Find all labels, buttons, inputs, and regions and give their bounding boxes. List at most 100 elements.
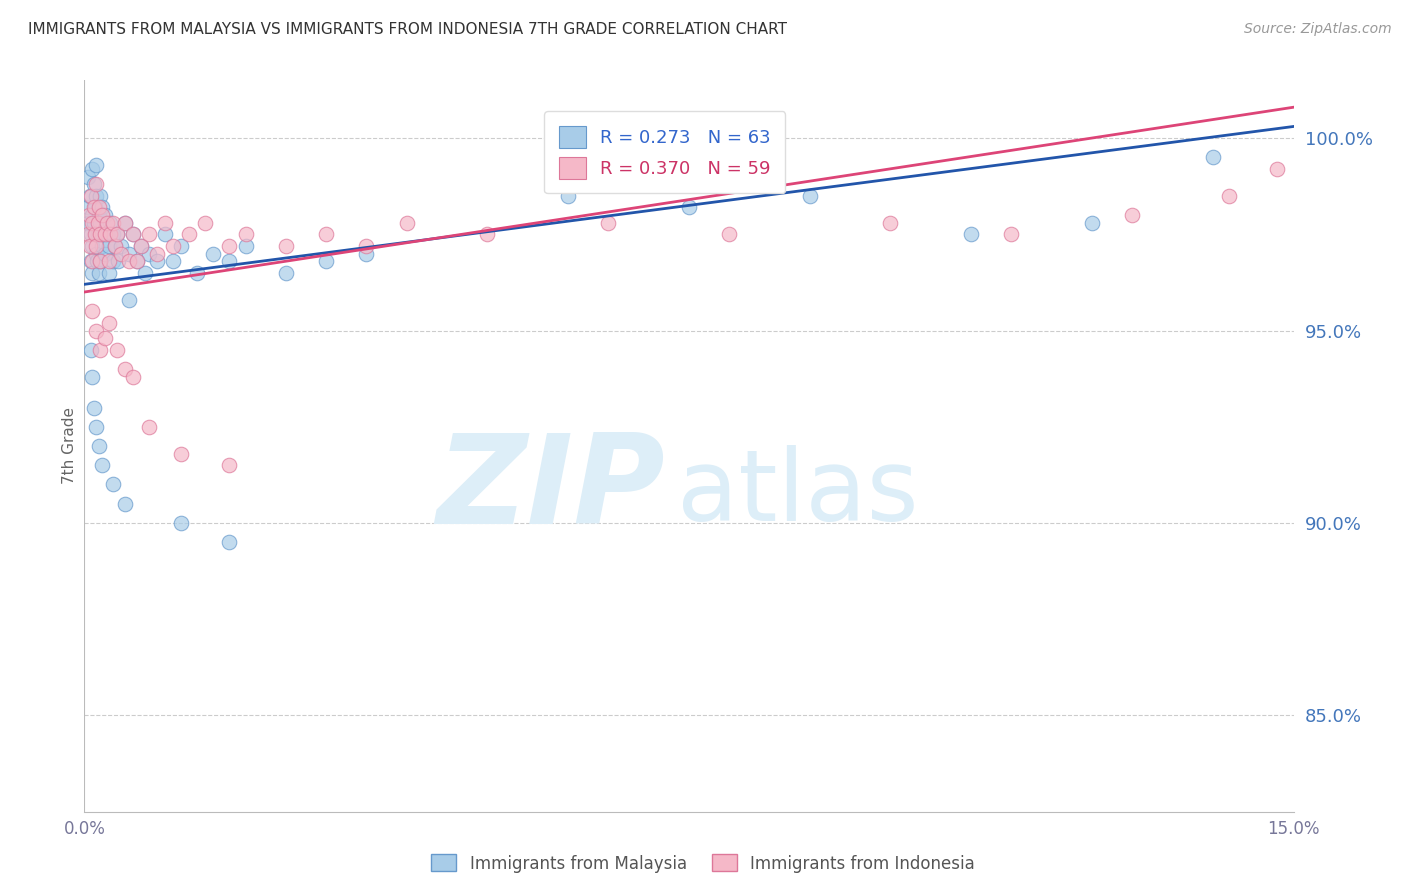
Point [598,216,620,230]
Point [89,227,111,242]
Point [82,239,104,253]
Point [86,178,108,192]
Point [96,216,118,230]
Point [89,216,111,230]
Point [87,266,110,280]
Point [83,178,105,192]
Point [97,266,120,280]
Point [477,227,499,242]
Point [170,516,193,530]
Point [77,227,100,242]
Point [960,227,983,242]
Point [125,254,148,268]
Point [80,254,103,268]
Point [77,208,100,222]
Point [80,343,103,357]
Point [235,239,257,253]
Point [83,401,105,415]
Point [121,227,143,242]
Point [114,216,136,230]
Point [114,362,136,376]
Point [110,239,132,253]
Point [83,216,105,230]
Point [315,227,337,242]
Point [77,169,100,184]
Point [86,239,108,253]
Point [89,254,111,268]
Point [315,254,337,268]
Point [87,216,110,230]
Point [879,216,901,230]
Point [101,254,124,268]
Point [121,227,143,242]
Point [89,254,111,268]
Point [153,227,176,242]
Point [235,227,257,242]
Point [395,216,418,230]
Point [87,200,110,214]
Point [114,497,136,511]
Point [105,227,128,242]
Point [80,161,103,176]
Point [89,343,111,357]
Point [86,254,108,268]
Point [80,227,103,242]
Point [91,458,114,473]
Point [356,246,378,260]
Point [98,227,121,242]
Point [98,216,121,230]
Point [170,239,193,253]
Text: ZIP: ZIP [436,429,665,550]
Point [86,158,108,172]
Y-axis label: 7th Grade: 7th Grade [62,408,77,484]
Point [93,227,115,242]
Point [186,266,208,280]
Point [1202,150,1225,164]
Point [79,188,101,202]
Point [97,254,120,268]
Point [356,239,378,253]
Point [1081,216,1104,230]
Point [77,200,100,214]
Point [218,254,240,268]
Point [138,246,160,260]
Point [138,227,160,242]
Point [93,208,115,222]
Point [134,266,156,280]
Point [87,208,110,222]
Point [82,254,104,268]
Point [101,227,124,242]
Point [82,208,104,222]
Point [101,216,124,230]
Point [274,239,297,253]
Point [105,343,128,357]
Point [218,458,240,473]
Point [91,200,114,214]
Point [83,227,105,242]
Point [91,239,114,253]
Point [218,239,240,253]
Point [86,324,108,338]
Legend: Immigrants from Malaysia, Immigrants from Indonesia: Immigrants from Malaysia, Immigrants fro… [425,847,981,880]
Point [125,254,148,268]
Point [91,208,114,222]
Point [104,239,127,253]
Point [101,477,124,491]
Point [87,227,110,242]
Point [162,239,184,253]
Point [202,246,225,260]
Point [82,304,104,318]
Point [118,246,141,260]
Point [97,316,120,330]
Point [146,254,169,268]
Point [83,200,105,214]
Point [82,216,104,230]
Point [1000,227,1022,242]
Point [129,239,152,253]
Point [96,227,118,242]
Point [93,246,115,260]
Point [84,246,107,260]
Point [138,419,160,434]
Point [83,200,105,214]
Point [274,266,297,280]
